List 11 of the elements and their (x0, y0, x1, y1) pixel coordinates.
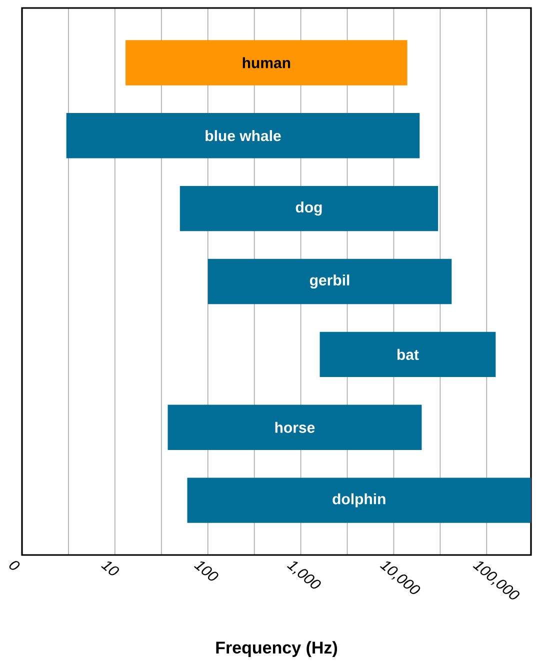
y-tick-label: blue whale (206, 130, 281, 142)
x-axis-title: Frequency (Hz) (216, 641, 338, 657)
y-tick-label: dolphin (332, 493, 386, 508)
y-tick-label: bat (397, 348, 419, 360)
x-tick-label: 100 (194, 561, 218, 581)
y-tick-label: gerbil (310, 274, 350, 289)
x-tick-label: 0 (9, 561, 20, 570)
y-tick-label: horse (275, 422, 315, 433)
y-tick-label: dog (296, 202, 322, 216)
x-tick-label: 10 (101, 561, 119, 576)
y-tick-label: human (242, 57, 290, 68)
